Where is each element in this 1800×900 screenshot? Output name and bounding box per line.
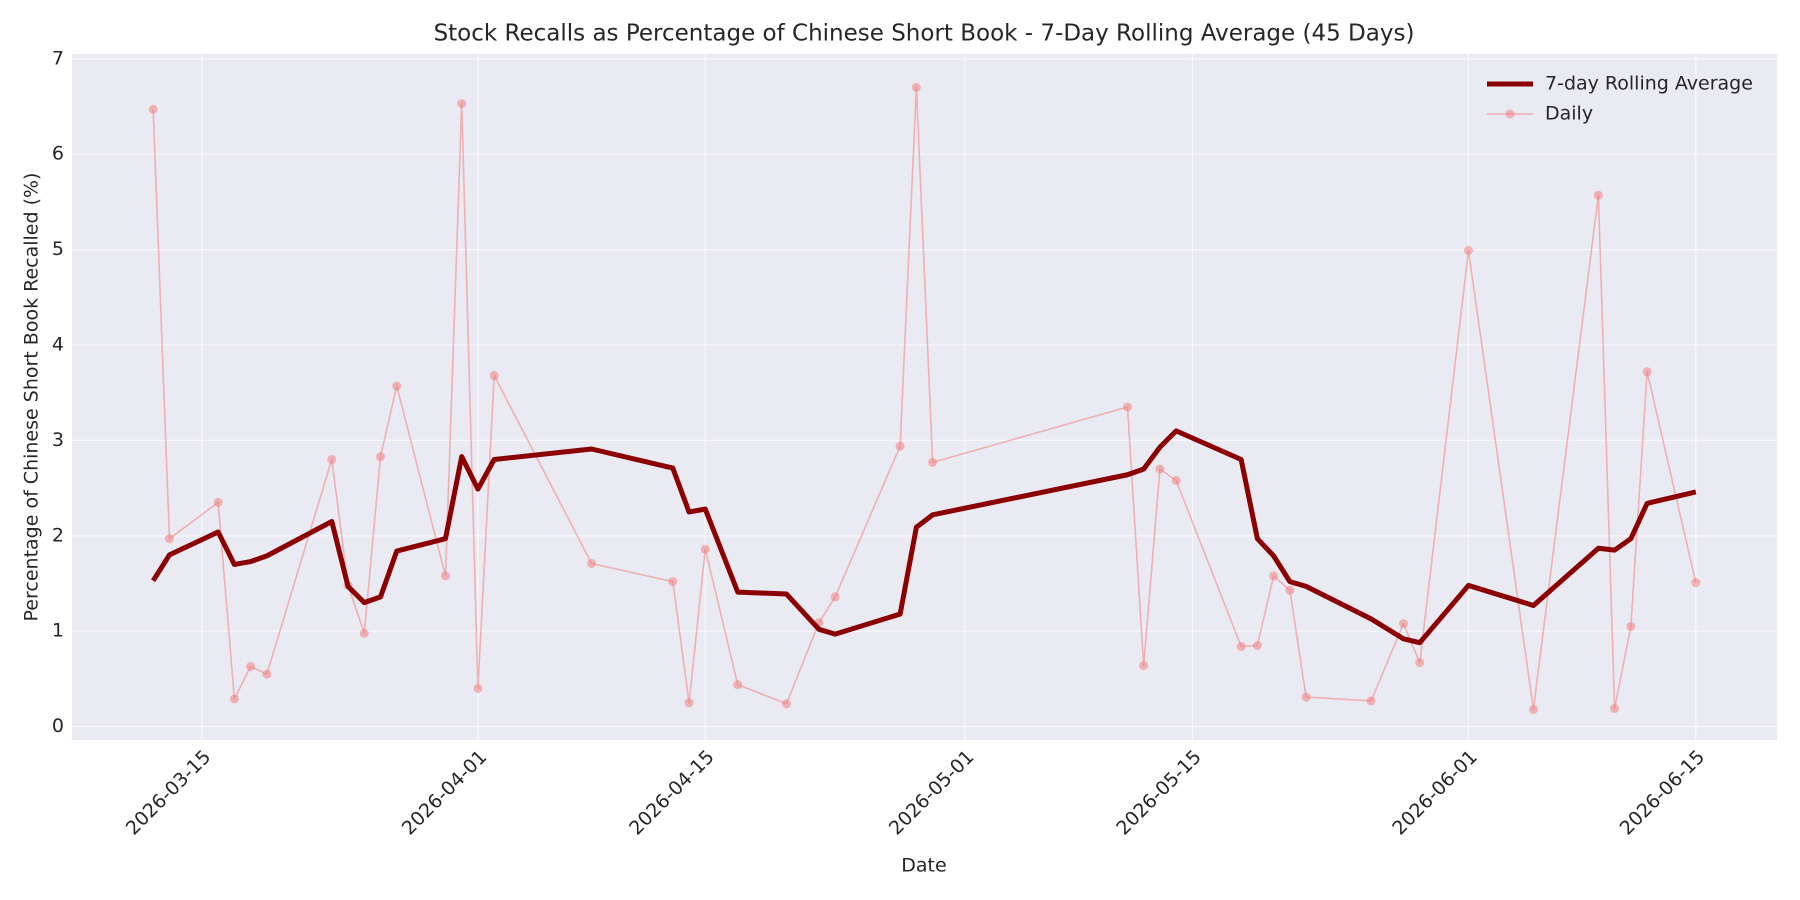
daily-point <box>327 454 337 464</box>
y-axis-label: Percentage of Chinese Short Book Recalle… <box>21 173 43 622</box>
daily-point <box>587 558 597 568</box>
x-tick-label: 2026-04-15 <box>625 746 719 840</box>
daily-point <box>1269 571 1279 581</box>
y-tick-label: 2 <box>52 524 64 546</box>
rolling-line <box>151 428 1697 646</box>
x-axis-label: Date <box>901 855 946 877</box>
daily-point <box>359 628 369 638</box>
daily-point <box>229 694 239 704</box>
y-tick-label: 4 <box>52 334 64 356</box>
x-tick-label: 2026-05-15 <box>1112 746 1206 840</box>
x-tick-label: 2026-06-15 <box>1616 746 1710 840</box>
daily-point <box>668 577 678 587</box>
legend-label: Daily <box>1545 103 1593 125</box>
daily-point <box>392 381 402 391</box>
y-tick-label: 3 <box>52 429 64 451</box>
daily-point <box>1626 621 1636 631</box>
x-tick-label: 2026-03-15 <box>122 746 216 840</box>
daily-point <box>1463 246 1473 256</box>
daily-point <box>1285 585 1295 595</box>
daily-point <box>457 99 467 109</box>
y-tick-label: 6 <box>52 143 64 165</box>
y-tick-label: 5 <box>52 238 64 260</box>
daily-point <box>1171 475 1181 485</box>
daily-point <box>1122 402 1132 412</box>
legend-label: 7-day Rolling Average <box>1545 73 1753 95</box>
daily-point <box>911 82 921 92</box>
chart-title: Stock Recalls as Percentage of Chinese S… <box>434 21 1415 47</box>
daily-point <box>1399 619 1409 629</box>
daily-point <box>700 544 710 554</box>
daily-point <box>148 104 158 114</box>
daily-point <box>1528 704 1538 714</box>
daily-point <box>246 662 256 672</box>
daily-point <box>1415 658 1425 668</box>
y-tick-label: 1 <box>52 620 64 642</box>
x-tick-label: 2026-04-01 <box>398 746 492 840</box>
plot-area <box>72 54 1777 740</box>
daily-point <box>1593 190 1603 200</box>
daily-point <box>1366 696 1376 706</box>
daily-point <box>1301 692 1311 702</box>
daily-point <box>440 571 450 581</box>
daily-point <box>1252 641 1262 651</box>
daily-point <box>164 534 174 544</box>
legend-marker <box>1505 109 1515 119</box>
daily-point <box>213 497 223 507</box>
daily-point <box>376 452 386 462</box>
daily-point <box>684 698 694 708</box>
daily-point <box>1139 661 1149 671</box>
y-tick-label: 0 <box>52 715 64 737</box>
daily-point <box>489 371 499 381</box>
daily-point <box>473 683 483 693</box>
daily-point <box>1610 704 1620 714</box>
x-tick-label: 2026-06-01 <box>1388 746 1482 840</box>
daily-point <box>1236 641 1246 651</box>
daily-point <box>830 592 840 602</box>
x-tick-label: 2026-05-01 <box>885 746 979 840</box>
daily-point <box>781 699 791 709</box>
daily-point <box>1691 578 1701 588</box>
daily-point <box>1155 464 1165 474</box>
daily-point <box>928 457 938 467</box>
daily-point <box>733 680 743 690</box>
y-tick-label: 7 <box>52 47 64 69</box>
daily-point <box>262 669 272 679</box>
daily-point <box>1642 367 1652 377</box>
daily-point <box>895 441 905 451</box>
